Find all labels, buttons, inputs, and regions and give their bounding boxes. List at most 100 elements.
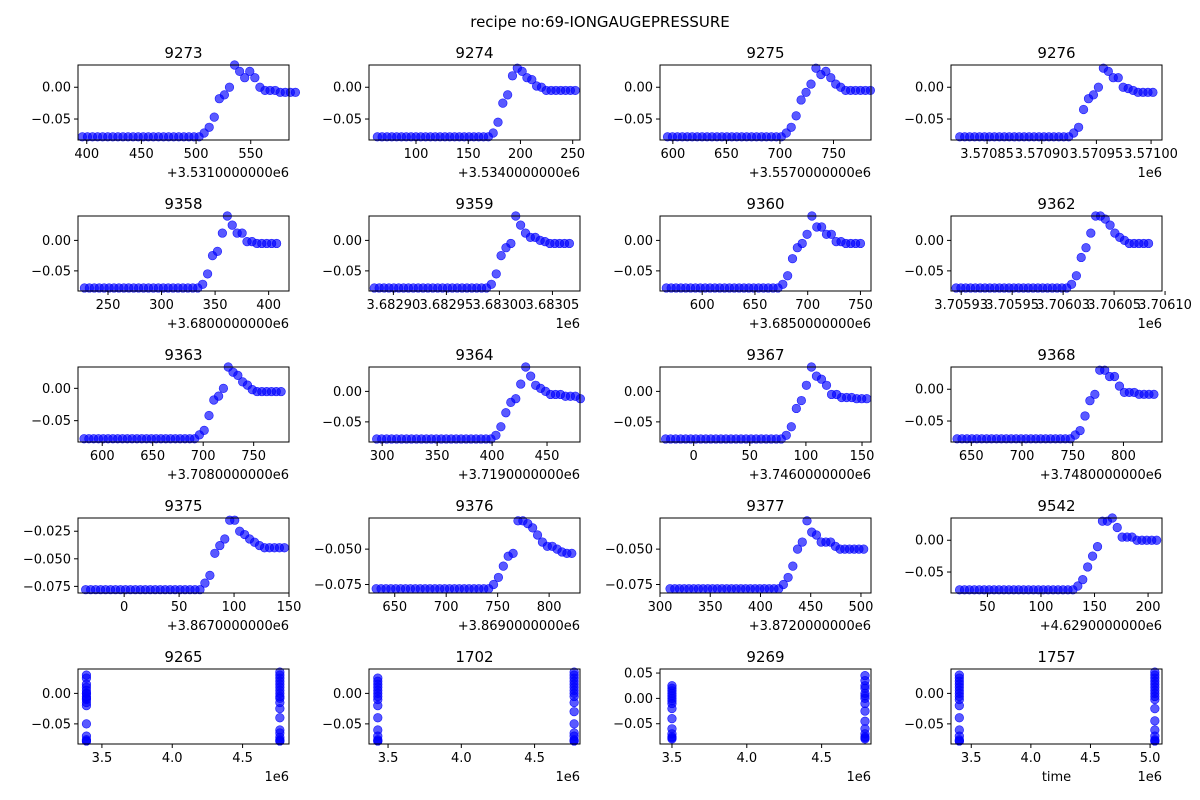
y-tick-label: −0.05 [613,264,653,279]
subplot-9376: 9376 −0.075 −0.050 650 700 750 800 +3.869000000… [314,497,581,634]
data-point [778,279,788,289]
data-point [821,380,832,390]
data-point [783,271,793,281]
data-point [1076,252,1086,263]
x-tick-label: 3.68290 [367,298,421,313]
data-point [796,95,806,105]
data-point [507,71,518,81]
data-point [855,238,866,249]
data-point [816,374,827,384]
axes-frame [368,64,581,141]
x-tick-label: 600 [90,449,115,464]
data-point [227,220,237,230]
data-point [1105,220,1115,230]
data-point [781,430,791,440]
y-tick-label: 0.00 [624,81,653,96]
y-tick-label: −0.05 [613,113,653,128]
data-point [218,383,229,393]
x-offset-label: +3.5310000000e6 [167,166,289,181]
data-point [792,544,803,554]
axes-frame [77,64,290,141]
x-tick-label: 800 [537,600,562,615]
data-point [220,534,230,544]
data-point [373,725,383,735]
x-tick-label: 3.57100 [1124,147,1178,162]
x-tick-label: 100 [222,600,247,615]
data-point [791,403,801,414]
x-tick-label: 350 [203,298,228,313]
x-tick-label: 150 [850,449,875,464]
y-tick-label: 0.00 [42,234,71,249]
x-tick-label: 750 [485,600,510,615]
data-point [569,728,579,738]
x-tick-label: 50 [742,449,759,464]
subplot-title: 1702 [455,648,493,666]
y-tick-label: −0.05 [613,415,653,430]
y-tick-label: −0.050 [605,543,653,558]
data-point [569,719,579,729]
y-tick-label: −0.075 [314,578,362,593]
x-tick-label: 3.70605 [1087,298,1141,313]
y-tick-label: −0.05 [613,717,653,732]
x-tick-label: 3.5 [378,751,399,766]
data-point [199,128,209,138]
y-tick-label: −0.05 [904,415,944,430]
axes-frame [368,517,581,594]
data-point [1071,271,1081,281]
x-tick-label: 3.5 [92,751,113,766]
data-point [1152,535,1162,545]
x-tick-label: 3.68300 [473,298,527,313]
x-tick-label: 3.57095 [1070,147,1124,162]
subplot-9368: 9368 −0.05 0.00 650 700 750 800 +3.7480000000e6 [904,346,1163,483]
x-offset-label: 1e6 [1137,770,1162,785]
y-tick-label: −0.05 [904,264,944,279]
data-point [564,238,575,249]
subplot-9275: 9275 −0.05 0.00 600 650 700 750 +3.5570000000e6 [613,44,875,181]
subplot-9360: 9360 −0.05 0.00 600 650 700 750 +3.6850000000e6 [613,195,873,332]
data-point [486,279,496,289]
x-tick-label: 800 [1111,449,1136,464]
data-point [1100,214,1110,224]
y-tick-label: −0.025 [23,525,71,540]
data-point [271,238,282,249]
x-tick-label: 700 [768,147,793,162]
data-point [81,719,92,729]
data-point [1143,238,1154,249]
y-tick-label: −0.050 [314,543,362,558]
x-tick-label: 0 [690,449,698,464]
x-tick-label: 700 [191,449,216,464]
x-tick-label: 200 [508,147,533,162]
y-tick-label: −0.05 [322,113,362,128]
x-offset-label: +3.8720000000e6 [749,619,871,634]
data-point [501,408,511,418]
x-tick-label: 150 [277,600,302,615]
x-offset-label: +3.8690000000e6 [458,619,580,634]
data-point [1150,716,1160,726]
x-tick-label: 0 [120,600,128,615]
subplot-title: 9276 [1037,44,1075,62]
x-tick-label: 4.0 [162,751,183,766]
axes-frame [368,215,581,292]
data-point [491,430,501,440]
data-point [199,425,209,435]
data-point [203,269,213,279]
x-tick-label: 450 [798,600,823,615]
y-tick-label: −0.050 [23,552,71,567]
data-point [373,673,383,683]
data-point [862,394,872,404]
data-point [570,85,580,96]
x-tick-label: 750 [821,147,846,162]
data-point [797,537,807,547]
data-point [224,82,235,92]
x-tick-label: 250 [560,147,585,162]
data-point [1080,411,1090,421]
data-point [1078,104,1089,115]
data-point [209,112,219,122]
subplot-1702: 1702 −0.05 0.00 3.5 4.0 4.5 1e6 [322,648,581,785]
data-point [859,544,869,554]
x-offset-label: +3.7080000000e6 [167,468,289,483]
data-point [506,238,516,249]
data-point [787,254,798,264]
subplot-title: 9273 [164,44,202,62]
